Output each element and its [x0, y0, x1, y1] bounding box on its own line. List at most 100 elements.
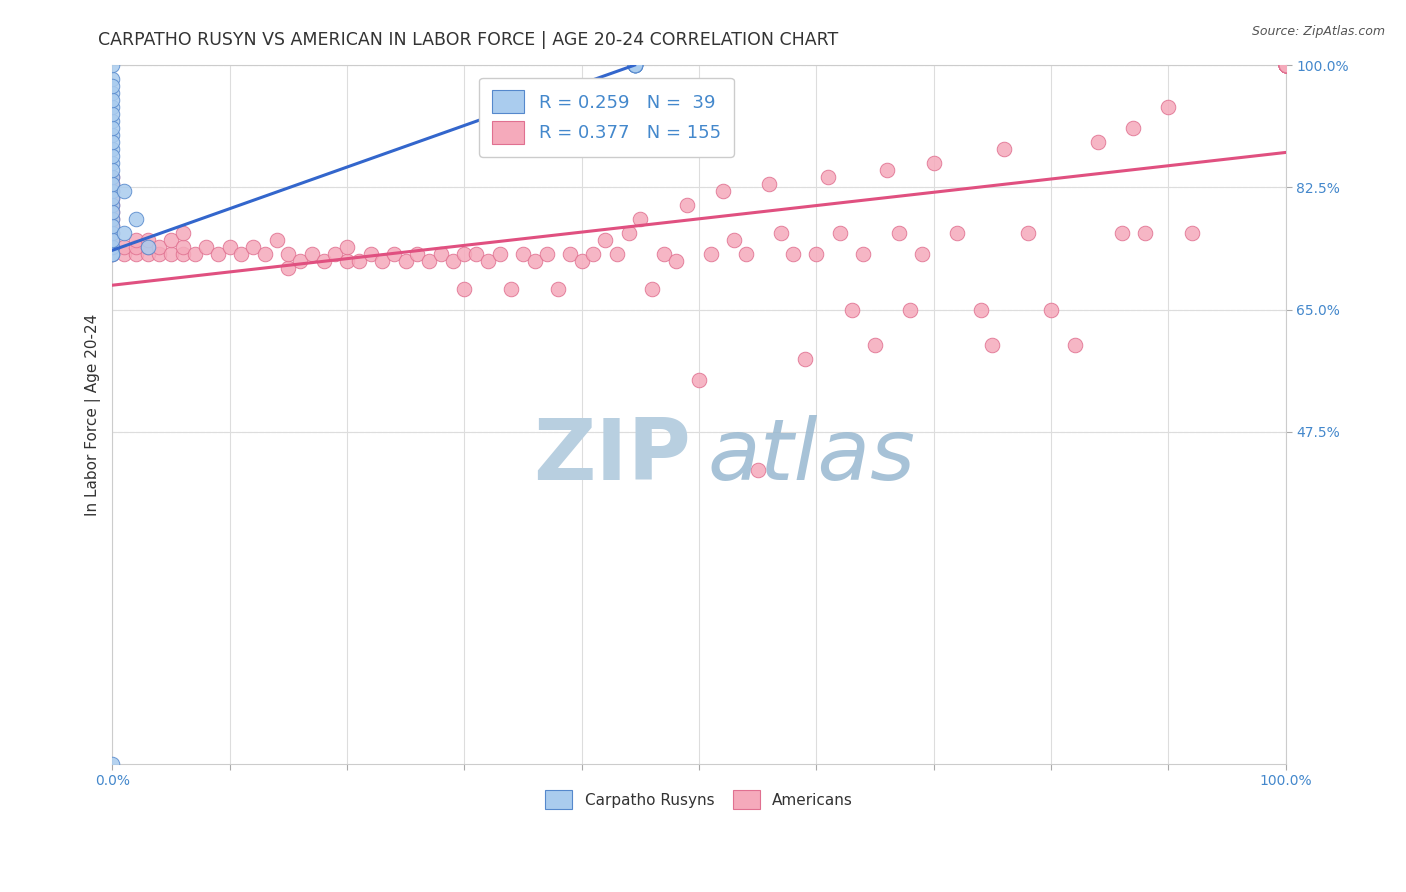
Point	[101, 211, 124, 226]
Point	[1274, 58, 1296, 72]
Point	[1274, 58, 1296, 72]
Point	[593, 233, 616, 247]
Point	[1274, 58, 1296, 72]
Point	[623, 58, 645, 72]
Point	[101, 78, 124, 93]
Point	[1274, 58, 1296, 72]
Point	[911, 246, 934, 260]
Text: atlas: atlas	[707, 415, 915, 498]
Point	[160, 246, 183, 260]
Point	[981, 337, 1004, 351]
Point	[125, 246, 148, 260]
Point	[101, 86, 124, 100]
Point	[336, 240, 359, 254]
Point	[571, 253, 593, 268]
Point	[623, 58, 645, 72]
Legend: Carpatho Rusyns, Americans: Carpatho Rusyns, Americans	[538, 784, 859, 815]
Point	[1274, 58, 1296, 72]
Point	[277, 260, 299, 275]
Point	[101, 240, 124, 254]
Point	[898, 302, 921, 317]
Point	[1274, 58, 1296, 72]
Point	[1274, 58, 1296, 72]
Point	[148, 240, 170, 254]
Point	[711, 184, 734, 198]
Point	[101, 135, 124, 149]
Point	[1274, 58, 1296, 72]
Point	[112, 246, 135, 260]
Point	[652, 246, 675, 260]
Point	[512, 246, 534, 260]
Point	[101, 114, 124, 128]
Point	[112, 240, 135, 254]
Point	[101, 198, 124, 212]
Point	[453, 282, 475, 296]
Point	[1274, 58, 1296, 72]
Point	[465, 246, 488, 260]
Point	[1133, 226, 1156, 240]
Point	[1040, 302, 1063, 317]
Point	[536, 246, 558, 260]
Point	[1122, 120, 1144, 135]
Point	[1063, 337, 1085, 351]
Point	[1274, 58, 1296, 72]
Point	[758, 177, 780, 191]
Point	[101, 219, 124, 233]
Point	[676, 198, 699, 212]
Point	[101, 246, 124, 260]
Point	[1274, 58, 1296, 72]
Point	[623, 58, 645, 72]
Point	[817, 169, 839, 184]
Point	[770, 226, 793, 240]
Point	[582, 246, 605, 260]
Point	[747, 463, 769, 477]
Point	[136, 233, 159, 247]
Point	[277, 246, 299, 260]
Point	[1111, 226, 1133, 240]
Point	[623, 58, 645, 72]
Point	[101, 240, 124, 254]
Point	[101, 128, 124, 142]
Point	[806, 246, 828, 260]
Point	[735, 246, 758, 260]
Point	[101, 219, 124, 233]
Point	[101, 226, 124, 240]
Point	[1274, 58, 1296, 72]
Point	[1274, 58, 1296, 72]
Point	[665, 253, 688, 268]
Point	[101, 756, 124, 771]
Point	[360, 246, 382, 260]
Point	[101, 246, 124, 260]
Point	[1274, 58, 1296, 72]
Point	[253, 246, 276, 260]
Point	[207, 246, 229, 260]
Point	[101, 191, 124, 205]
Point	[101, 169, 124, 184]
Point	[101, 58, 124, 72]
Point	[1274, 58, 1296, 72]
Point	[382, 246, 405, 260]
Point	[101, 177, 124, 191]
Point	[136, 240, 159, 254]
Point	[101, 204, 124, 219]
Point	[101, 184, 124, 198]
Point	[301, 246, 323, 260]
Point	[112, 226, 135, 240]
Point	[1274, 58, 1296, 72]
Point	[101, 162, 124, 177]
Point	[1274, 58, 1296, 72]
Point	[101, 211, 124, 226]
Point	[641, 282, 664, 296]
Point	[231, 246, 253, 260]
Point	[782, 246, 804, 260]
Point	[195, 240, 218, 254]
Point	[887, 226, 910, 240]
Point	[312, 253, 335, 268]
Point	[606, 246, 628, 260]
Point	[863, 337, 886, 351]
Point	[1274, 58, 1296, 72]
Point	[723, 233, 745, 247]
Point	[101, 100, 124, 114]
Point	[970, 302, 993, 317]
Point	[101, 142, 124, 156]
